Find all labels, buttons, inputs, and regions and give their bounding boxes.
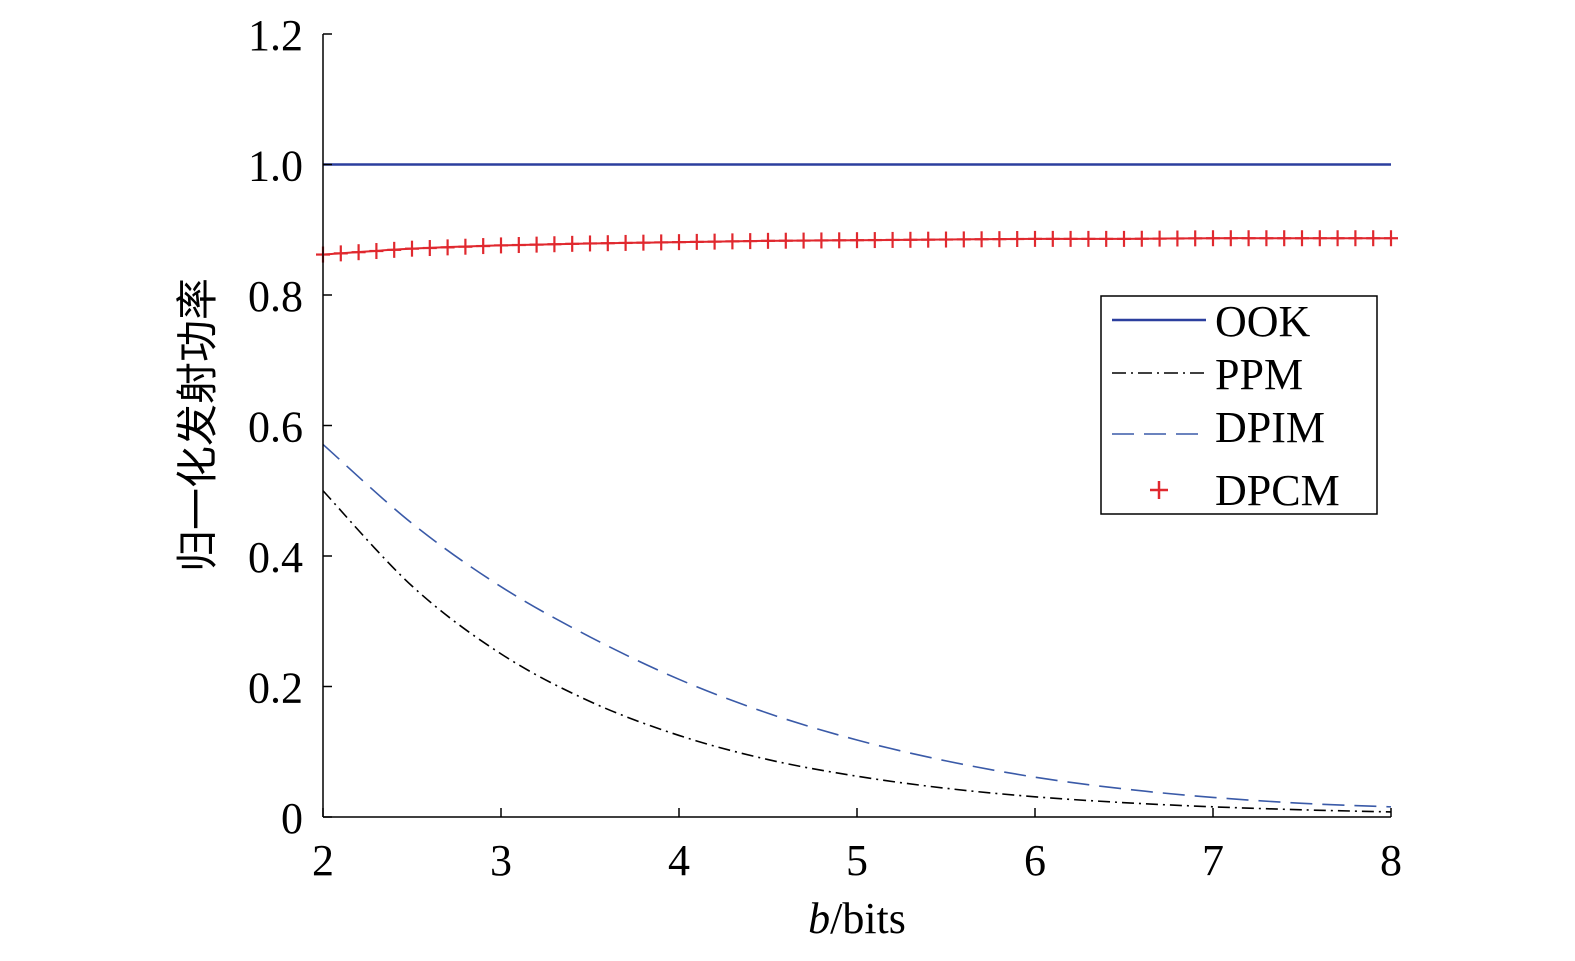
dpcm-marker [440, 239, 455, 256]
dpcm-marker [832, 232, 847, 249]
dpcm-marker [511, 237, 526, 254]
dpcm-marker [333, 245, 348, 262]
x-tick-label: 4 [668, 836, 690, 885]
dpcm-marker [707, 233, 722, 250]
dpcm-marker [654, 234, 669, 251]
dpcm-marker [1010, 231, 1025, 248]
dpcm-marker [921, 231, 936, 248]
dpcm-marker [1134, 230, 1149, 247]
x-axis-title-unit: /bits [830, 894, 906, 943]
dpcm-marker [672, 234, 686, 251]
dpcm-marker [1045, 230, 1060, 247]
x-axis-title: b/bits [808, 894, 906, 943]
legend: OOK PPM DPIM DPCM [1100, 295, 1378, 515]
series-line-ppm [322, 490, 1392, 813]
legend-swatch-dpcm [1150, 481, 1168, 499]
y-tick-label: 0.4 [248, 533, 303, 582]
dpcm-marker [618, 234, 633, 251]
dpcm-marker [761, 232, 775, 249]
dpcm-marker [1206, 230, 1220, 247]
dpcm-marker [850, 232, 864, 249]
dpcm-marker [1081, 230, 1096, 247]
dpcm-marker [476, 238, 491, 255]
dpcm-marker [956, 231, 971, 248]
dpcm-marker [387, 241, 402, 258]
dpcm-marker [1152, 230, 1167, 247]
dpcm-marker [422, 240, 437, 257]
dpcm-marker [583, 235, 597, 252]
ticks: 2 3 4 5 6 7 8 0 0.2 0.4 0.6 0.8 1.0 1.2 [248, 11, 1402, 885]
y-tick-label: 0 [281, 794, 303, 843]
y-axis-title: 归一化发射功率 [173, 278, 222, 572]
dpcm-marker [974, 231, 989, 248]
y-tick-label: 0.2 [248, 664, 303, 713]
x-tick-label: 3 [490, 836, 512, 885]
dpcm-markers [316, 230, 1398, 263]
y-tick-label: 0.6 [248, 403, 303, 452]
dpcm-marker [1241, 230, 1256, 247]
legend-label-dpim: DPIM [1215, 403, 1325, 452]
dpcm-marker [494, 237, 508, 254]
dpcm-marker [1063, 230, 1078, 247]
dpcm-marker [1384, 230, 1398, 247]
dpcm-marker [778, 232, 793, 249]
dpcm-marker [743, 233, 758, 250]
x-tick-label: 6 [1024, 836, 1046, 885]
x-tick-label: 5 [846, 836, 868, 885]
dpcm-marker [600, 235, 615, 252]
dpcm-marker [725, 233, 740, 250]
legend-label-ook: OOK [1215, 297, 1311, 346]
y-tick-label: 0.8 [248, 272, 303, 321]
dpcm-marker [1170, 230, 1185, 247]
dpcm-marker [1188, 230, 1203, 247]
dpcm-marker [939, 231, 953, 248]
dpcm-marker [1330, 230, 1345, 247]
legend-label-dpcm: DPCM [1215, 466, 1340, 515]
dpcm-marker [1348, 230, 1363, 247]
series-line-dpim [322, 443, 1392, 808]
dpcm-marker [547, 236, 562, 253]
dpcm-marker [1295, 230, 1309, 247]
legend-label-ppm: PPM [1215, 350, 1303, 399]
dpcm-marker [1312, 230, 1327, 247]
dpcm-marker [1277, 230, 1292, 247]
dpcm-marker [1028, 230, 1042, 247]
y-tick-label: 1.2 [248, 11, 303, 60]
dpcm-marker [529, 236, 544, 253]
dpcm-marker [814, 232, 829, 249]
dpcm-marker [796, 232, 811, 249]
x-tick-label: 7 [1202, 836, 1224, 885]
dpcm-marker [1117, 230, 1131, 247]
dpcm-marker [1366, 230, 1381, 247]
dpcm-marker [903, 231, 918, 248]
y-tick-label: 1.0 [248, 142, 303, 191]
dpcm-marker [351, 244, 366, 261]
dpcm-marker [867, 232, 882, 249]
dpcm-marker [636, 234, 651, 251]
dpcm-marker [405, 240, 419, 257]
dpcm-marker [565, 235, 580, 252]
legend-box [1100, 295, 1378, 515]
dpcm-marker [458, 238, 473, 255]
dpcm-marker [1099, 230, 1114, 247]
x-axis-title-italic: b [808, 894, 830, 943]
dpcm-marker [1259, 230, 1274, 247]
x-tick-label: 8 [1380, 836, 1402, 885]
dpcm-marker [885, 231, 900, 248]
dpcm-marker [369, 243, 384, 260]
dpcm-marker [992, 231, 1007, 248]
x-tick-label: 2 [312, 836, 334, 885]
dpcm-marker [1223, 230, 1238, 247]
dpcm-marker [689, 233, 704, 250]
